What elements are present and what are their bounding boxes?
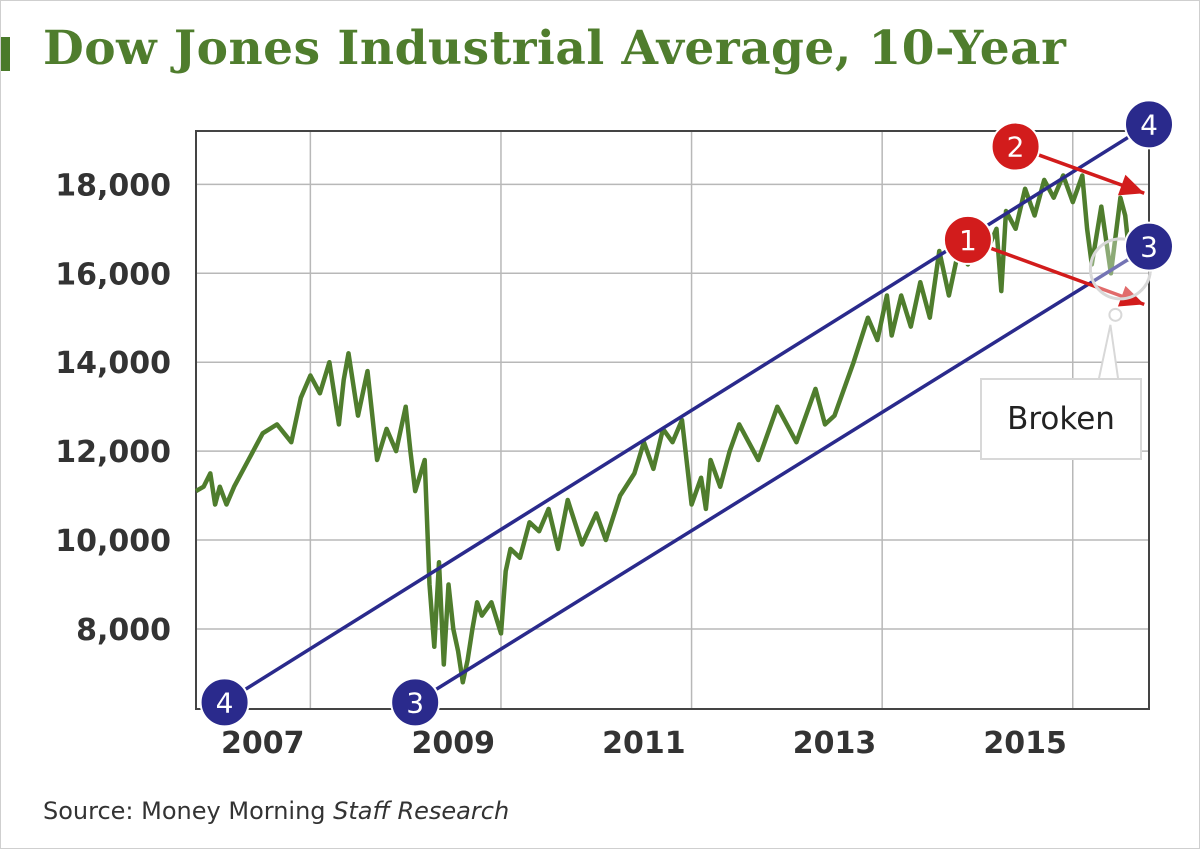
arrow-line: [967, 238, 1145, 307]
source-org: Money Morning: [141, 797, 326, 825]
x-tick-label: 2007: [221, 726, 305, 761]
source-suffix: Staff Research: [333, 797, 510, 825]
callout-bubble: [1108, 307, 1123, 322]
y-tick-label: 8,000: [76, 613, 171, 648]
marker-label: 4: [1140, 108, 1158, 141]
y-tick-label: 10,000: [55, 524, 171, 559]
marker-circle: [1124, 99, 1174, 150]
marker-circle: [199, 677, 250, 728]
marker-circle: [1124, 221, 1174, 272]
marker-label: 1: [959, 224, 977, 257]
markers-group: 4 3 4 3 1 2: [199, 99, 1174, 728]
x-tick-label: 2011: [602, 726, 686, 761]
callout-text: Broken: [1007, 401, 1115, 437]
y-tick-label: 12,000: [55, 435, 171, 470]
callout-box: [980, 378, 1142, 460]
source-prefix: Source:: [43, 797, 134, 825]
y-tick-label: 16,000: [55, 257, 171, 292]
tick-labels-group: 8,000 10,000 12,000 14,000 16,000 18,000 2007 2…: [55, 168, 1067, 761]
trend-line: [223, 122, 1150, 704]
arrow-head: [1117, 174, 1145, 196]
annotation-group: Broken: [980, 237, 1152, 460]
marker-label: 3: [406, 686, 424, 719]
marker-label: 2: [1007, 131, 1025, 164]
source-note: Source: Money Morning Staff Research: [43, 797, 509, 825]
y-tick-label: 14,000: [55, 346, 171, 381]
x-tick-label: 2009: [412, 726, 496, 761]
trend-lines-group: [223, 122, 1150, 704]
marker-circle: [942, 214, 993, 265]
plot-border: [195, 130, 1150, 710]
marker-label: 3: [1140, 231, 1158, 264]
series-group: [194, 173, 1141, 685]
trend-line: [414, 245, 1150, 704]
marker-circle: [990, 121, 1041, 172]
title-accent-bar: [1, 37, 10, 71]
x-tick-label: 2013: [793, 726, 877, 761]
chart-title: Dow Jones Industrial Average, 10-Year: [43, 21, 1067, 76]
marker-label: 4: [216, 686, 234, 719]
y-tick-label: 18,000: [55, 168, 171, 203]
marker-circle: [390, 677, 441, 728]
x-tick-label: 2015: [983, 726, 1067, 761]
series-line: [194, 173, 1141, 685]
